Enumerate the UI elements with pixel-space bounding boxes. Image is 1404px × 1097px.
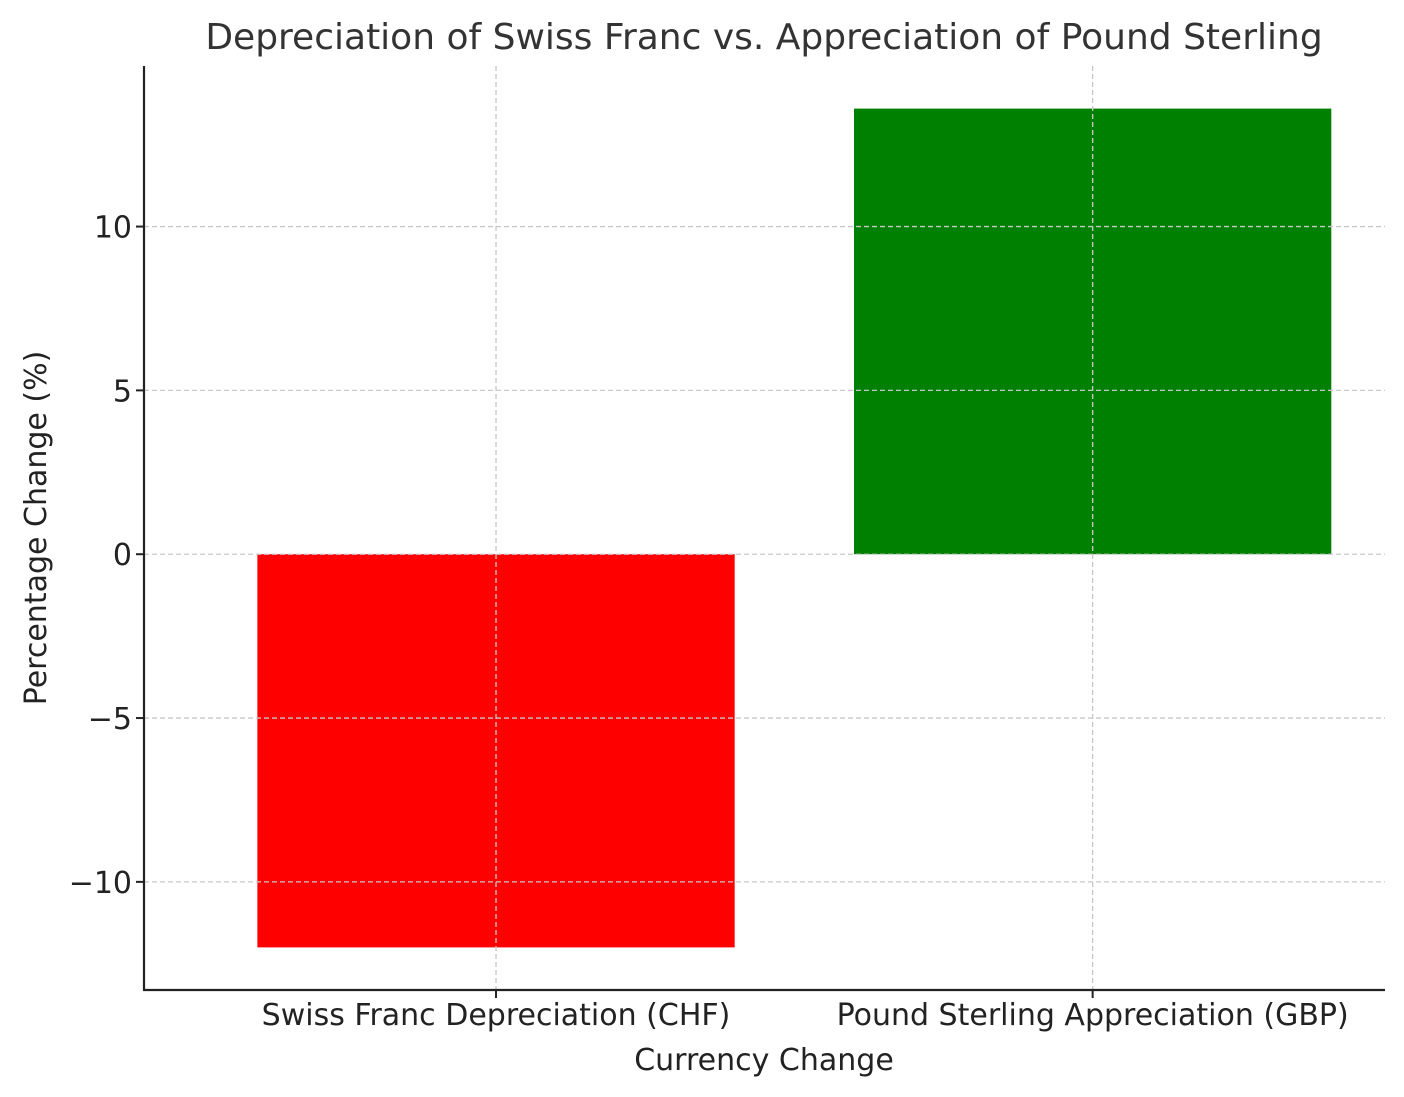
y-tick-label: 5 bbox=[113, 374, 132, 409]
chart-title: Depreciation of Swiss Franc vs. Apprecia… bbox=[205, 17, 1322, 58]
axis-spines bbox=[142, 66, 1385, 992]
grid bbox=[144, 66, 1385, 990]
x-tick-label: Swiss Franc Depreciation (CHF) bbox=[262, 998, 731, 1033]
y-tick-label: 0 bbox=[113, 538, 132, 573]
y-tick-label: 10 bbox=[94, 211, 132, 246]
axes bbox=[142, 66, 1385, 992]
y-axis-label: Percentage Change (%) bbox=[19, 351, 54, 706]
x-axis-label: Currency Change bbox=[634, 1043, 894, 1078]
y-tick-label: −10 bbox=[69, 866, 132, 901]
x-tick-label: Pound Sterling Appreciation (GBP) bbox=[837, 998, 1349, 1033]
ticks: −10 −5 0 5 10 Swiss Franc Depreciation (CHF) P… bbox=[69, 211, 1349, 1033]
bars bbox=[257, 108, 1332, 948]
y-tick-label: −5 bbox=[88, 702, 132, 737]
